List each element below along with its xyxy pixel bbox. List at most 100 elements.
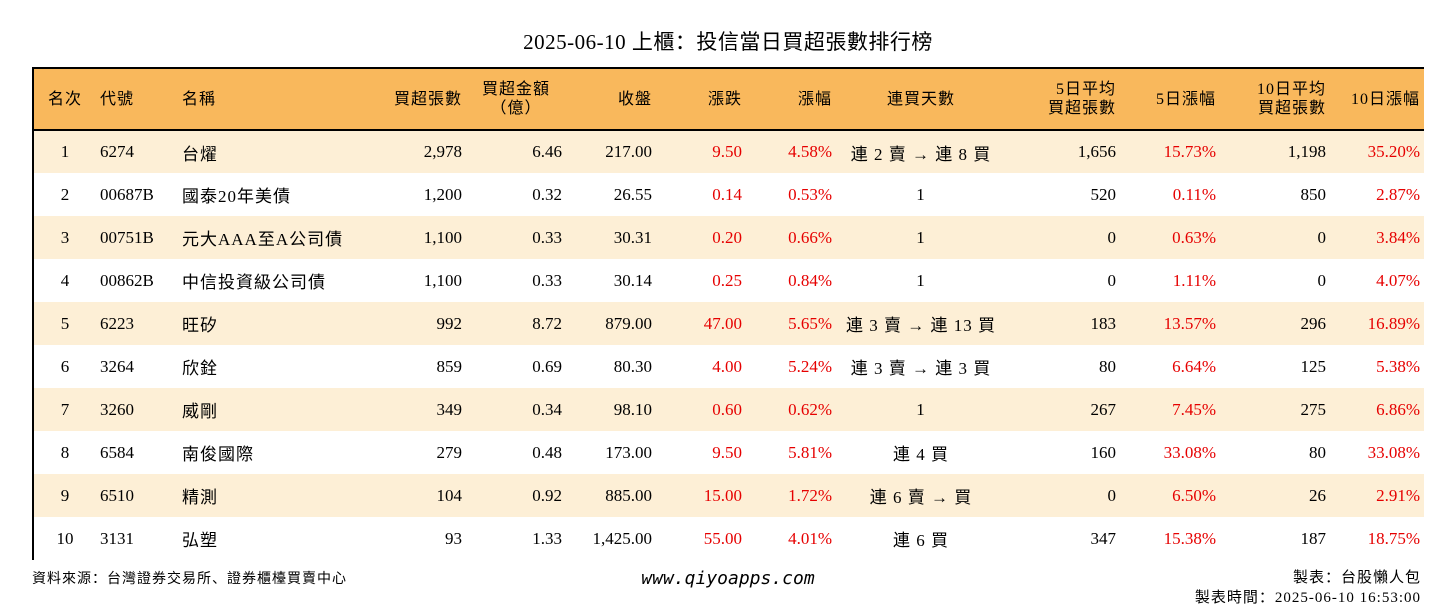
cell-name: 精測 xyxy=(182,488,218,507)
cell-avg5: 347 xyxy=(1090,528,1117,548)
cell-streak: 連 6 賣 → 買 xyxy=(869,488,973,507)
cell-pct10: 33.08% xyxy=(1367,442,1420,462)
header-avg10-line2: 買超張數 xyxy=(1257,100,1326,117)
cell-streak: 1 xyxy=(916,184,926,204)
cell-avg5: 0 xyxy=(1107,270,1117,290)
cell-rank: 10 xyxy=(56,528,74,548)
cell-code: 3264 xyxy=(100,356,134,376)
cell-pct10: 6.86% xyxy=(1376,399,1420,419)
cell-streak: 連 4 買 xyxy=(893,445,949,464)
cell-name: 台燿 xyxy=(182,144,218,164)
header-avg5-line1: 5日平均 xyxy=(1055,81,1116,98)
table-row: 8 6584 南俊國際 279 0.48 173.00 9.50 5.81% 連 4 買 160 3… xyxy=(34,431,1424,474)
header-buy-amount: 買超金額 （億） xyxy=(466,69,566,130)
cell-name: 威剛 xyxy=(182,402,218,421)
table-row: 2 00687B 國泰20年美債 1,200 0.32 26.55 0.14 0.53% 1 52… xyxy=(34,173,1424,216)
cell-change-pct: 0.84% xyxy=(788,270,832,290)
cell-pct5: 33.08% xyxy=(1163,442,1216,462)
cell-name: 欣銓 xyxy=(182,359,218,378)
cell-change: 9.50 xyxy=(712,442,742,462)
cell-buy-amount: 8.72 xyxy=(532,313,562,333)
cell-close: 879.00 xyxy=(605,313,652,333)
cell-streak: 連 6 買 xyxy=(893,531,949,550)
table-body: 1 6274 台燿 2,978 6.46 217.00 9.50 4.58% 連 2 賣 → 連… xyxy=(34,130,1424,560)
cell-code: 3131 xyxy=(100,528,134,548)
cell-rank: 4 xyxy=(60,270,70,290)
ranking-table: 名次 代號 名稱 買超張數 買超金額 （億） 收盤 漲跌 漲幅 連買天數 5日平… xyxy=(34,69,1424,560)
cell-name: 南俊國際 xyxy=(182,445,254,464)
table-row: 5 6223 旺矽 992 8.72 879.00 47.00 5.65% 連 3 賣 → 連 … xyxy=(34,302,1424,345)
cell-pct5: 15.38% xyxy=(1163,528,1216,548)
table-header-row: 名次 代號 名稱 買超張數 買超金額 （億） 收盤 漲跌 漲幅 連買天數 5日平… xyxy=(34,69,1424,130)
cell-code: 00751B xyxy=(100,227,154,247)
header-name: 名稱 xyxy=(182,90,217,108)
cell-code: 00862B xyxy=(100,270,154,290)
cell-avg5: 0 xyxy=(1107,485,1117,505)
cell-code: 6510 xyxy=(100,485,134,505)
cell-rank: 7 xyxy=(60,399,70,419)
cell-change-pct: 4.01% xyxy=(788,528,832,548)
cell-avg10: 0 xyxy=(1317,270,1327,290)
cell-change-pct: 0.62% xyxy=(788,399,832,419)
header-streak: 連買天數 xyxy=(886,90,955,108)
cell-rank: 1 xyxy=(60,142,70,161)
cell-buy-lots: 93 xyxy=(445,528,462,548)
cell-pct10: 18.75% xyxy=(1367,528,1420,548)
header-avg5-line2: 買超張數 xyxy=(1047,100,1116,117)
cell-close: 80.30 xyxy=(613,356,652,376)
table-row: 9 6510 精測 104 0.92 885.00 15.00 1.72% 連 6 賣 → 買 0… xyxy=(34,474,1424,517)
cell-streak: 1 xyxy=(916,227,926,247)
cell-avg10: 125 xyxy=(1300,356,1327,376)
cell-change-pct: 0.66% xyxy=(788,227,832,247)
cell-pct5: 13.57% xyxy=(1163,313,1216,333)
cell-buy-amount: 0.69 xyxy=(532,356,562,376)
ranking-table-container: 名次 代號 名稱 買超張數 買超金額 （億） 收盤 漲跌 漲幅 連買天數 5日平… xyxy=(32,67,1424,560)
cell-change-pct: 0.53% xyxy=(788,184,832,204)
cell-close: 885.00 xyxy=(605,485,652,505)
cell-pct5: 15.73% xyxy=(1163,142,1216,161)
header-pct10: 10日漲幅 xyxy=(1350,90,1420,108)
website-link[interactable]: www.qiyoapps.com xyxy=(641,568,815,589)
table-row: 1 6274 台燿 2,978 6.46 217.00 9.50 4.58% 連 2 賣 → 連… xyxy=(34,130,1424,173)
made-by: 製表：台股懶人包 xyxy=(1292,570,1421,586)
cell-avg10: 187 xyxy=(1300,528,1327,548)
cell-avg10: 275 xyxy=(1300,399,1327,419)
cell-change: 4.00 xyxy=(712,356,742,376)
header-buy-amount-line2: （億） xyxy=(490,100,542,117)
cell-buy-lots: 104 xyxy=(436,485,463,505)
cell-pct5: 6.50% xyxy=(1172,485,1216,505)
cell-streak: 1 xyxy=(916,270,926,290)
cell-pct10: 5.38% xyxy=(1376,356,1420,376)
page-title: 2025-06-10 上櫃：投信當日買超張數排行榜 xyxy=(523,30,933,54)
cell-close: 26.55 xyxy=(613,184,652,204)
header-change-pct: 漲幅 xyxy=(797,90,832,108)
cell-avg10: 0 xyxy=(1317,227,1327,247)
cell-change-pct: 1.72% xyxy=(788,485,832,505)
cell-change-pct: 5.65% xyxy=(788,313,832,333)
header-rank: 名次 xyxy=(47,90,82,108)
cell-change-pct: 4.58% xyxy=(788,142,832,161)
cell-rank: 8 xyxy=(60,442,70,462)
header-change: 漲跌 xyxy=(707,90,742,108)
cell-pct5: 0.11% xyxy=(1172,184,1216,204)
cell-buy-amount: 1.33 xyxy=(532,528,562,548)
cell-avg5: 160 xyxy=(1090,442,1117,462)
cell-close: 30.31 xyxy=(613,227,652,247)
cell-streak: 連 3 賣 → 連 13 買 xyxy=(846,316,996,335)
cell-rank: 5 xyxy=(60,313,70,333)
cell-buy-lots: 1,200 xyxy=(423,184,462,204)
cell-name: 國泰20年美債 xyxy=(182,187,291,206)
cell-pct10: 2.87% xyxy=(1376,184,1420,204)
cell-code: 00687B xyxy=(100,184,154,204)
cell-pct10: 2.91% xyxy=(1376,485,1420,505)
cell-name: 弘塑 xyxy=(182,531,218,550)
table-row: 4 00862B 中信投資級公司債 1,100 0.33 30.14 0.25 0.84% 1 0… xyxy=(34,259,1424,302)
cell-pct5: 1.11% xyxy=(1172,270,1216,290)
cell-code: 3260 xyxy=(100,399,134,419)
cell-buy-lots: 279 xyxy=(436,442,463,462)
cell-close: 173.00 xyxy=(605,442,652,462)
cell-code: 6223 xyxy=(100,313,134,333)
cell-change: 9.50 xyxy=(712,142,742,161)
cell-buy-amount: 0.34 xyxy=(532,399,562,419)
table-row: 7 3260 威剛 349 0.34 98.10 0.60 0.62% 1 267 7.45% 275… xyxy=(34,388,1424,431)
